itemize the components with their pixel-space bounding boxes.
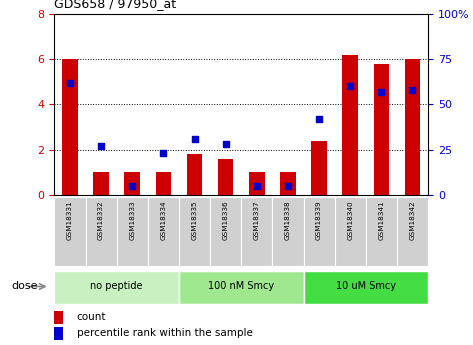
Bar [156,172,171,195]
Text: GSM18339: GSM18339 [316,200,322,240]
Text: no peptide: no peptide [90,282,143,292]
Bar [54,271,179,304]
Text: GSM18334: GSM18334 [160,200,166,240]
Bar [397,197,428,266]
Bar [304,271,428,304]
Bar [148,197,179,266]
Bar [187,154,202,195]
Bar [311,141,327,195]
Bar [179,271,304,304]
Bar [218,159,234,195]
Point [222,141,229,147]
Text: GSM18332: GSM18332 [98,200,104,240]
Point [284,183,292,189]
Bar [366,197,397,266]
Point [409,87,416,92]
Text: GSM18335: GSM18335 [192,200,198,240]
Text: GDS658 / 97950_at: GDS658 / 97950_at [54,0,176,10]
Bar [54,327,63,340]
Bar [124,172,140,195]
Text: percentile rank within the sample: percentile rank within the sample [77,328,253,338]
Bar [342,55,358,195]
Text: GSM18338: GSM18338 [285,200,291,240]
Bar [374,63,389,195]
Text: GSM18340: GSM18340 [347,200,353,240]
Bar [62,59,78,195]
Bar [117,197,148,266]
Bar [334,197,366,266]
Text: 10 uM Smcy: 10 uM Smcy [336,282,396,292]
Bar [241,197,272,266]
Bar [272,197,304,266]
Bar [179,197,210,266]
Text: GSM18331: GSM18331 [67,200,73,240]
Bar [54,197,86,266]
Text: dose: dose [12,282,38,292]
Point [191,136,198,141]
Bar [93,172,109,195]
Point [253,183,261,189]
Text: count: count [77,312,106,322]
Text: GSM18341: GSM18341 [378,200,385,240]
Text: GSM18336: GSM18336 [223,200,228,240]
Bar [280,172,296,195]
Point [97,143,105,149]
Text: GSM18333: GSM18333 [129,200,135,240]
Text: 100 nM Smcy: 100 nM Smcy [208,282,274,292]
Bar [304,197,334,266]
Point [346,83,354,89]
Point [66,80,74,85]
Point [129,183,136,189]
Bar [405,59,420,195]
Bar [210,197,241,266]
Point [377,89,385,95]
Bar [86,197,117,266]
Text: GSM18342: GSM18342 [410,200,415,240]
Text: GSM18337: GSM18337 [254,200,260,240]
Bar [249,172,264,195]
Point [315,116,323,122]
Bar [54,310,63,324]
Point [159,150,167,156]
